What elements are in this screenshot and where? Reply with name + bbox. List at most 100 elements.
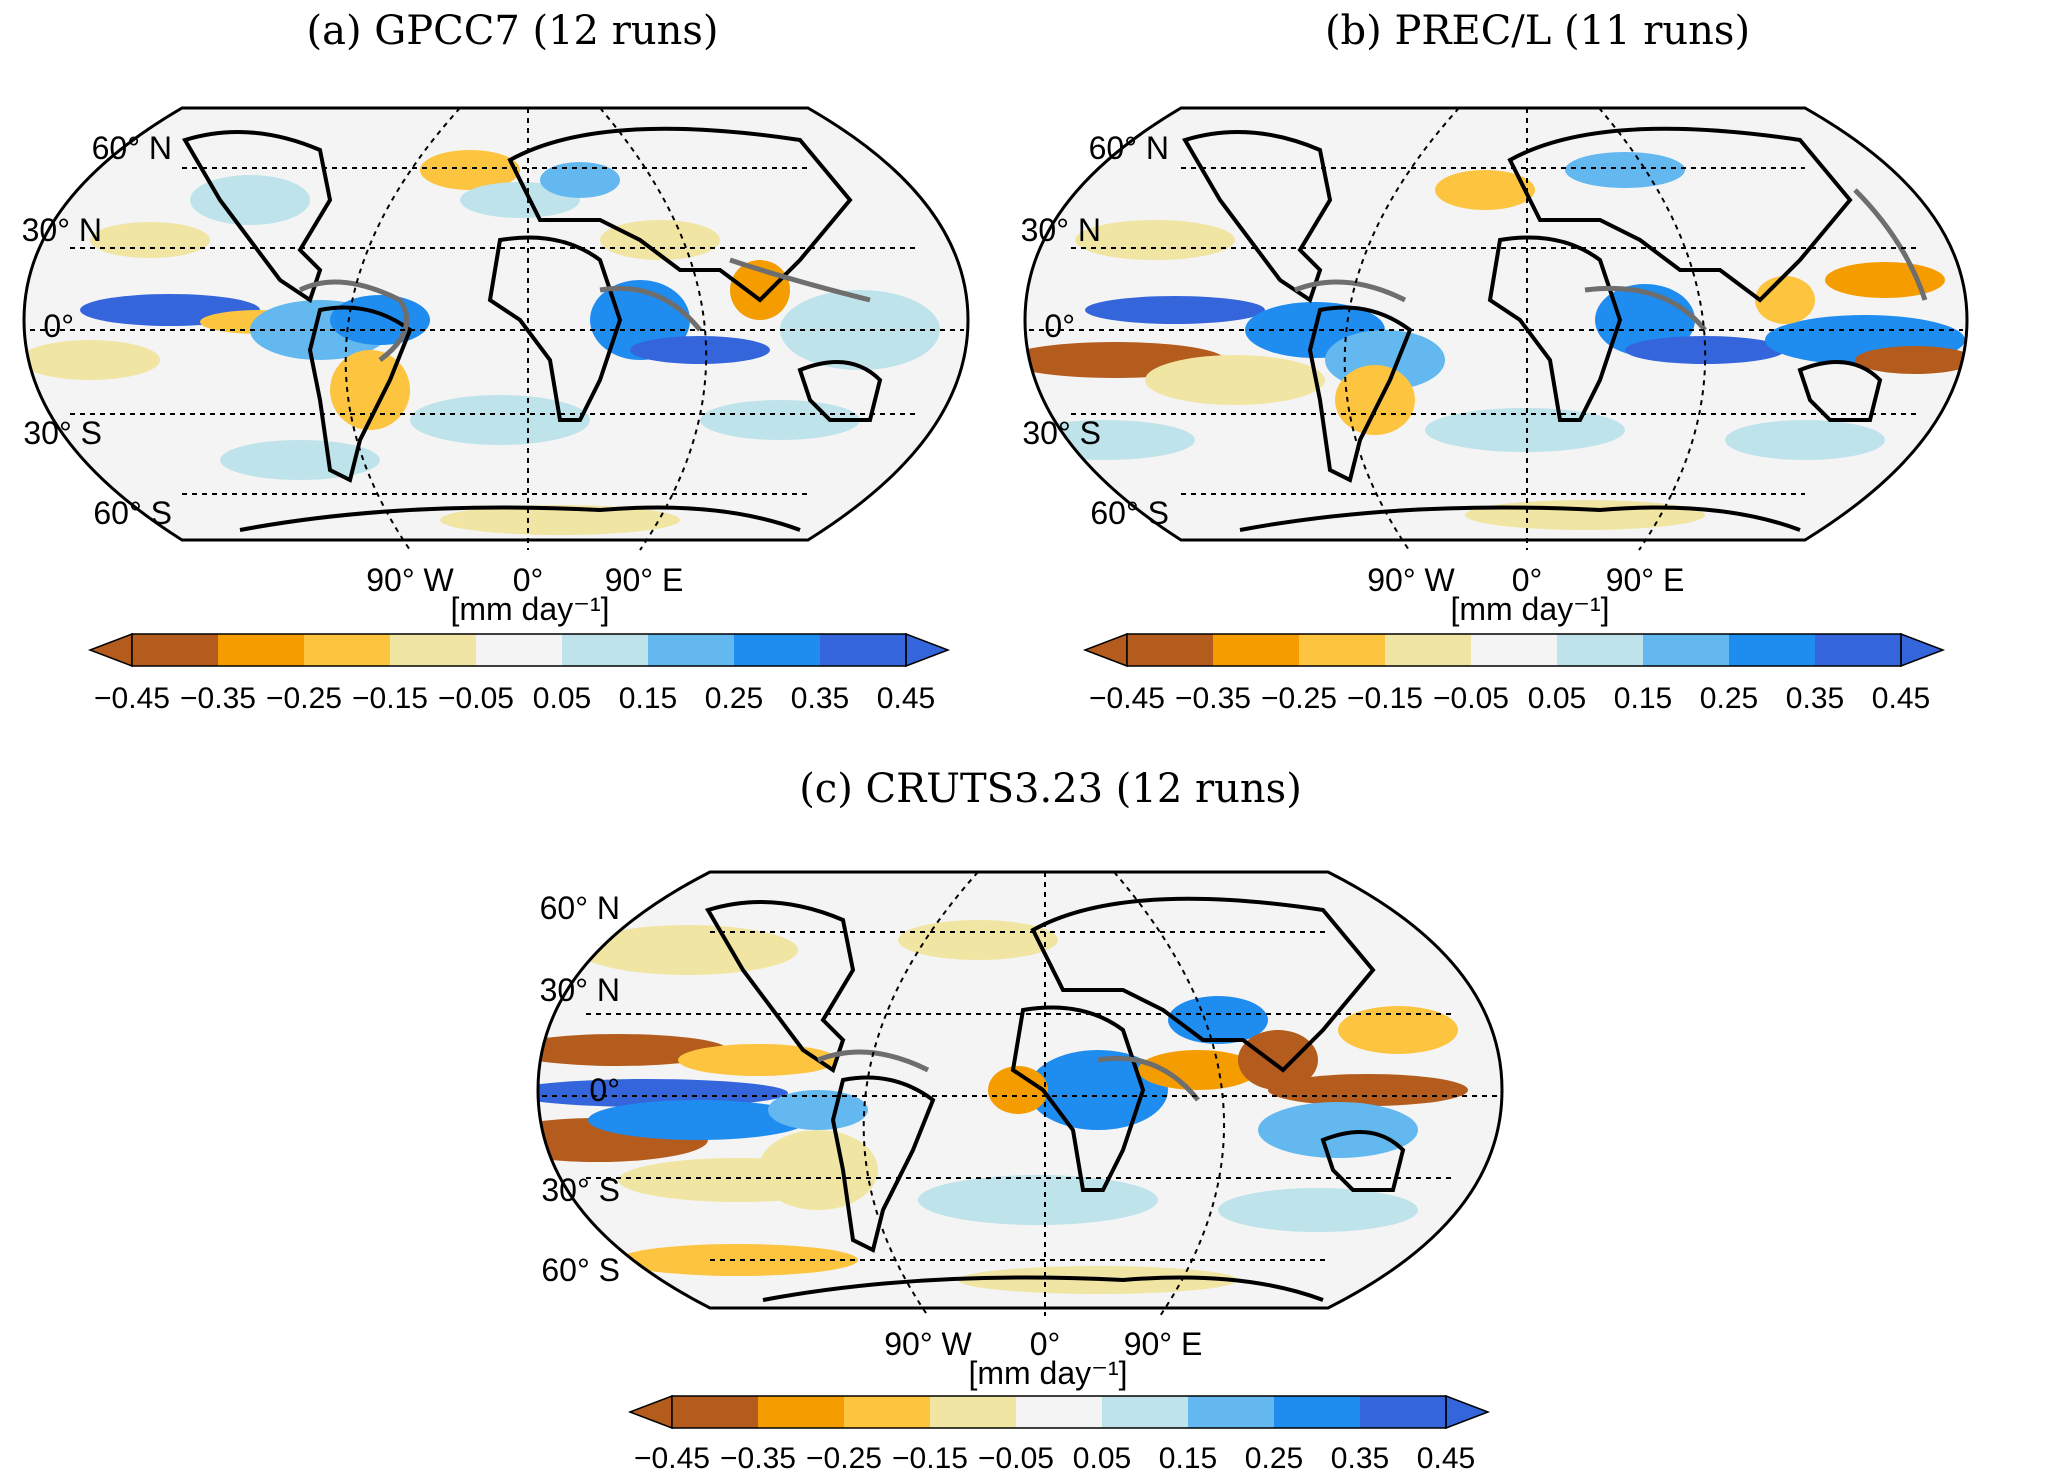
colorbar-tick-label: 0.15 <box>618 682 678 715</box>
precip-field <box>538 872 1502 1308</box>
colorbar-frame <box>671 1395 1447 1429</box>
panel-a: (a) GPCC7 (12 runs) <box>0 0 1025 740</box>
lat-label-60n: 60° N <box>91 130 172 166</box>
colorbar-tick-label: 0.25 <box>1699 682 1759 715</box>
colorbar-bin <box>390 634 476 666</box>
lon-label-0: 0° <box>1511 562 1543 598</box>
lat-label-30s: 30° S <box>541 1172 620 1208</box>
colorbar-tick-label: 0.45 <box>876 682 936 715</box>
colorbar-bin <box>758 1396 844 1428</box>
colorbar-tick-label: 0.15 <box>1613 682 1673 715</box>
colorbar-bin <box>1729 634 1815 666</box>
precip-field <box>1025 108 1967 540</box>
panel-title: (a) GPCC7 (12 runs) <box>306 8 719 54</box>
colorbar-tick-label: 0.15 <box>1158 1442 1218 1475</box>
colorbar-bin <box>1016 1396 1102 1428</box>
colorbar-under-arrow <box>87 632 133 668</box>
colorbar-tick-label: 0.35 <box>1785 682 1845 715</box>
lon-label-90e: 90° E <box>1123 1326 1203 1362</box>
colorbar-tick-label: 0.05 <box>1072 1442 1132 1475</box>
lat-label-60n: 60° N <box>539 890 620 926</box>
panel-c: (c) CRUTS3.23 (12 runs) <box>536 760 1563 1482</box>
lat-label-30n: 30° N <box>539 972 620 1008</box>
colorbar-over-arrow <box>1900 632 1946 668</box>
colorbar-bin <box>132 634 218 666</box>
colorbar-frame <box>1126 633 1902 667</box>
colorbar-tick-label: −0.05 <box>438 682 514 715</box>
colorbar-over-arrow <box>1445 1394 1491 1430</box>
colorbar-bin <box>930 1396 1016 1428</box>
colorbar-bin <box>1299 634 1385 666</box>
lon-label-90w: 90° W <box>884 1326 972 1362</box>
colorbar-tick-label: −0.15 <box>892 1442 968 1475</box>
colorbar-bin <box>648 634 734 666</box>
lat-label-0: 0° <box>43 308 74 344</box>
colorbar-bin <box>1127 634 1213 666</box>
colorbar-tick-label: 0.25 <box>1244 1442 1304 1475</box>
colorbar-bin <box>1385 634 1471 666</box>
colorbar-bin <box>1213 634 1299 666</box>
lat-label-60s: 60° S <box>1090 495 1169 531</box>
colorbar <box>1082 632 1946 668</box>
colorbar-bin <box>1102 1396 1188 1428</box>
colorbar-bin <box>734 634 820 666</box>
lon-label-90e: 90° E <box>1605 562 1685 598</box>
colorbar-tick-label: −0.25 <box>806 1442 882 1475</box>
colorbar-tick-label: −0.35 <box>180 682 256 715</box>
colorbar-bin <box>1815 634 1901 666</box>
colorbar-bin <box>218 634 304 666</box>
colorbar-under-arrow <box>1082 632 1128 668</box>
colorbar-tick-label: −0.45 <box>94 682 170 715</box>
colorbar-bin <box>1643 634 1729 666</box>
unit-label: [mm day⁻¹] <box>968 1355 1128 1391</box>
panel-title: (b) PREC/L (11 runs) <box>1324 8 1751 54</box>
colorbar-bin <box>1471 634 1557 666</box>
colorbar-tick-label: −0.25 <box>1261 682 1337 715</box>
graticule <box>1029 107 1963 551</box>
lon-label-0: 0° <box>512 562 544 598</box>
colorbar <box>87 632 951 668</box>
colorbar-bin <box>304 634 390 666</box>
colorbar-tick-label: −0.05 <box>1433 682 1509 715</box>
colorbar-tick-label: −0.45 <box>1089 682 1165 715</box>
colorbar-tick-label: 0.45 <box>1416 1442 1476 1475</box>
colorbar-bin <box>1360 1396 1446 1428</box>
graticule <box>542 871 1498 1317</box>
panel-title: (c) CRUTS3.23 (12 runs) <box>799 766 1302 812</box>
colorbar-tick-label: −0.15 <box>1347 682 1423 715</box>
panel-b: (b) PREC/L (11 runs) <box>1021 0 2050 740</box>
colorbar-under-arrow <box>627 1394 673 1430</box>
colorbar-frame <box>131 633 907 667</box>
colorbar <box>627 1394 1491 1430</box>
colorbar-tick-label: 0.35 <box>790 682 850 715</box>
colorbar-bin <box>1557 634 1643 666</box>
lat-label-30s: 30° S <box>23 415 102 451</box>
world-map <box>536 870 1504 1317</box>
colorbar-bin <box>1188 1396 1274 1428</box>
colorbar-tick-label: −0.35 <box>1175 682 1251 715</box>
colorbar-tick-label: −0.35 <box>720 1442 796 1475</box>
world-map <box>1023 106 1969 551</box>
unit-label: [mm day⁻¹] <box>1450 591 1610 627</box>
lon-label-90w: 90° W <box>366 562 454 598</box>
colorbar-tick-label: −0.25 <box>266 682 342 715</box>
colorbar-tick-label: 0.35 <box>1330 1442 1390 1475</box>
lat-label-30s: 30° S <box>1022 415 1101 451</box>
graticule <box>30 107 964 551</box>
colorbar-tick-label: −0.45 <box>634 1442 710 1475</box>
colorbar-tick-label: −0.15 <box>352 682 428 715</box>
colorbar-tick-label: −0.05 <box>978 1442 1054 1475</box>
lat-label-30n: 30° N <box>21 212 102 248</box>
colorbar-tick-label: 0.45 <box>1871 682 1931 715</box>
lon-label-90w: 90° W <box>1367 562 1455 598</box>
lat-label-0: 0° <box>1044 308 1075 344</box>
lat-label-60s: 60° S <box>93 495 172 531</box>
lat-label-30n: 30° N <box>1020 212 1101 248</box>
colorbar-bin <box>672 1396 758 1428</box>
world-map <box>22 106 970 551</box>
colorbar-tick-label: 0.25 <box>704 682 764 715</box>
unit-label: [mm day⁻¹] <box>450 591 610 627</box>
lat-label-60s: 60° S <box>541 1252 620 1288</box>
colorbar-bin <box>1274 1396 1360 1428</box>
lat-label-0: 0° <box>589 1072 620 1108</box>
